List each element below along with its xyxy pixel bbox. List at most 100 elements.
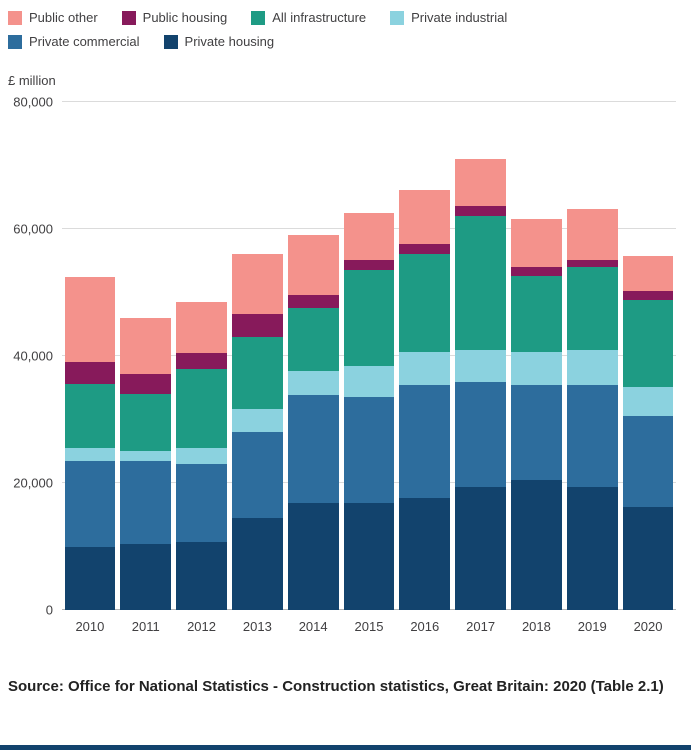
bar-segment	[120, 317, 172, 375]
bar-segment	[399, 253, 451, 353]
bar-column	[120, 102, 172, 610]
bar-segment	[511, 266, 562, 277]
chart-plot: 0 20,000 40,000 60,000 80,000	[13, 95, 676, 618]
y-tick-label: 60,000	[13, 221, 53, 237]
bar-segment	[399, 243, 451, 254]
bar-segment	[511, 352, 562, 385]
bar-segment	[231, 336, 283, 410]
bar-column	[399, 102, 451, 610]
bar-column	[622, 102, 674, 610]
bar-segment	[455, 216, 506, 350]
bar-segment	[511, 479, 562, 610]
bar-segment	[343, 365, 395, 398]
legend-item: Private housing	[163, 34, 275, 49]
y-tick-label: 0	[45, 602, 53, 618]
bar-segment	[287, 307, 339, 372]
source-note: Source: Office for National Statistics -…	[8, 678, 664, 695]
bar-segment	[231, 314, 283, 337]
bar-segment	[566, 208, 618, 261]
x-tick-label: 2017	[466, 619, 496, 634]
bar-segment	[622, 255, 674, 292]
bar-segment	[399, 189, 451, 244]
bar-segment	[176, 542, 227, 610]
legend-item: All infrastructure	[251, 10, 366, 25]
x-tick-label: 2018	[521, 619, 551, 634]
bar-segment	[176, 463, 227, 543]
x-tick-label: 2020	[633, 619, 663, 634]
bar-column	[287, 102, 339, 610]
bar-segment	[511, 218, 562, 267]
bar-segment	[399, 384, 451, 498]
legend-swatch	[251, 10, 266, 25]
bar-segment	[231, 517, 283, 610]
bar-segment	[622, 299, 674, 388]
x-tick-label: 2013	[242, 619, 272, 634]
legend-label: Public other	[29, 10, 98, 25]
y-tick-label: 40,000	[13, 348, 53, 364]
y-tick-label: 80,000	[13, 94, 53, 110]
bar-segment	[455, 382, 506, 488]
bar-segment	[64, 276, 116, 363]
bar-segment	[176, 302, 227, 353]
gridline	[62, 101, 676, 102]
bar-segment	[287, 395, 339, 504]
bar-segment	[566, 487, 618, 610]
bar-segment	[120, 460, 172, 544]
x-tick-label: 2012	[187, 619, 216, 634]
bar-segment	[64, 383, 116, 449]
bar-segment	[566, 260, 618, 268]
bar-segment	[287, 295, 339, 308]
bar-segment	[399, 352, 451, 385]
bar-segment	[622, 416, 674, 507]
legend-label: All infrastructure	[272, 10, 367, 25]
y-axis-unit-label: £ million	[8, 73, 56, 88]
legend-item: Public other	[8, 10, 98, 25]
legend-swatch	[8, 10, 22, 25]
bar-segment	[511, 276, 562, 353]
bar-segment	[287, 503, 339, 610]
bar-segment	[343, 503, 395, 610]
bar-column	[511, 102, 562, 610]
legend-label: Private commercial	[29, 34, 140, 49]
bar-segment	[455, 159, 506, 207]
bar-segment	[287, 235, 339, 296]
bar-segment	[176, 448, 227, 464]
bar-segment	[64, 362, 116, 384]
legend-swatch	[390, 10, 405, 25]
legend-swatch	[8, 34, 22, 49]
x-tick-label: 2014	[298, 619, 328, 634]
bar-segment	[231, 431, 283, 518]
bar-segment	[622, 506, 674, 610]
bar-segment	[176, 352, 227, 369]
bottom-border	[0, 745, 691, 750]
bar-segment	[343, 397, 395, 504]
bar-segment	[566, 385, 618, 488]
bar-segment	[120, 374, 172, 394]
bar-segment	[120, 393, 172, 451]
bar-segment	[176, 368, 227, 449]
bar-segment	[455, 487, 506, 610]
bar-segment	[455, 206, 506, 217]
bar-segment	[231, 254, 283, 315]
bar-segment	[343, 260, 395, 271]
bar-segment	[287, 371, 339, 396]
bar-segment	[511, 384, 562, 480]
legend-swatch	[121, 10, 136, 25]
x-tick-label: 2015	[354, 619, 384, 634]
bar-column	[231, 102, 283, 610]
legend-label: Private housing	[184, 34, 275, 49]
bar-column	[566, 102, 618, 610]
bar-segment	[399, 497, 451, 610]
bar-column	[64, 102, 116, 610]
bar-segment	[64, 448, 116, 461]
bar-column	[176, 102, 227, 610]
legend-item: Private commercial	[8, 34, 140, 49]
legend: Public other Public housing All infrastruc…	[0, 0, 588, 49]
bar-segment	[566, 350, 618, 386]
x-tick-label: 2019	[577, 619, 607, 634]
x-tick-label: 2016	[410, 619, 440, 634]
bar-segment	[64, 546, 116, 610]
bars	[62, 102, 676, 610]
bar-column	[343, 102, 395, 610]
bar-segment	[566, 267, 618, 351]
